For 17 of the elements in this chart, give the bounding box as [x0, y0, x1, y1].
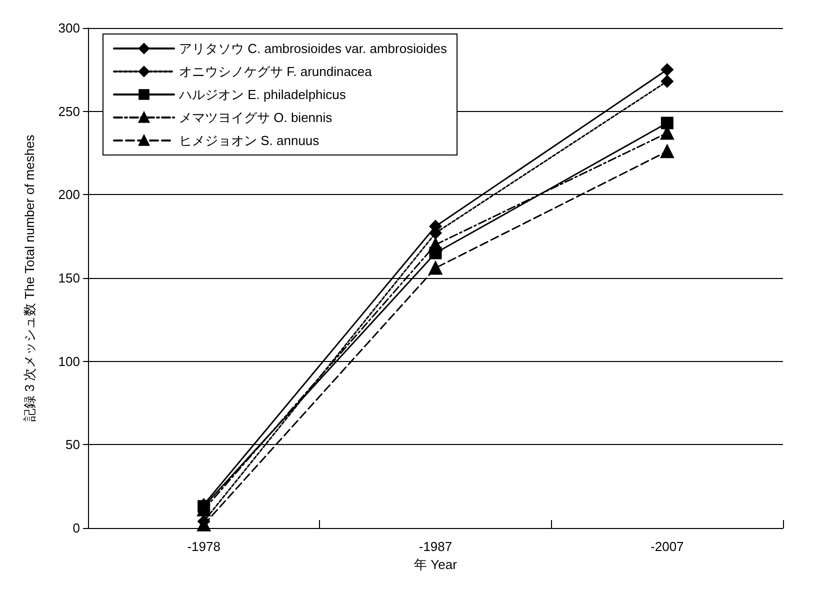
x-axis-title: 年 Year — [414, 557, 458, 572]
y-tick-label: 100 — [58, 354, 80, 369]
legend-label: ヒメジョオン S. annuus — [179, 133, 320, 148]
y-tick-label: 250 — [58, 104, 80, 119]
legend-label: メマツヨイグサ O. biennis — [179, 110, 333, 125]
legend-label: ハルジオン E. philadelphicus — [178, 87, 346, 102]
y-tick-label: 300 — [58, 20, 80, 36]
x-tick-label: -1978 — [187, 539, 220, 554]
y-tick-label: 50 — [66, 437, 80, 452]
legend-label: オニウシノケグサ F. arundinacea — [179, 64, 373, 79]
legend-label: アリタソウ C. ambrosioides var. ambrosioides — [179, 41, 448, 56]
y-tick-label: 200 — [58, 187, 80, 202]
y-tick-label: 150 — [58, 270, 80, 286]
y-tick-label: 0 — [72, 520, 80, 536]
x-tick-label: -2007 — [650, 539, 684, 554]
y-axis-title: 記録 3 次メッシュ数 The Total number of meshes — [22, 134, 37, 422]
x-tick-label: -1987 — [418, 539, 452, 554]
